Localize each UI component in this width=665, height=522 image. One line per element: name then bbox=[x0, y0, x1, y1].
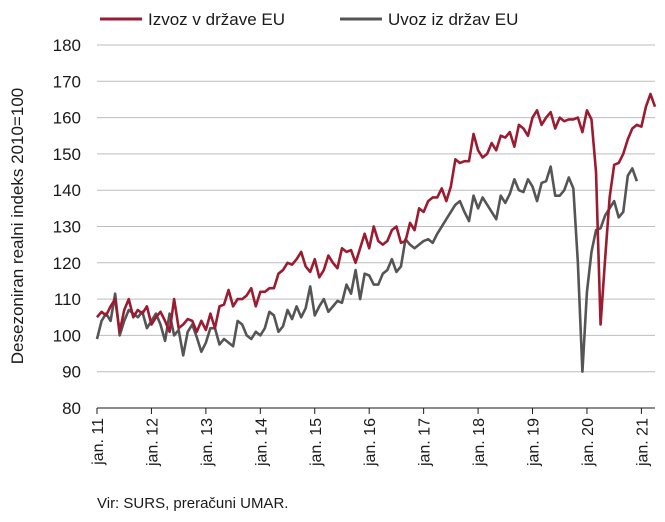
series-line bbox=[95, 165, 639, 373]
y-tick-label: 120 bbox=[53, 254, 81, 273]
y-tick-label: 130 bbox=[53, 218, 81, 237]
y-axis-label: Desezoniran realni indeks 2010=100 bbox=[8, 88, 27, 364]
x-tick-label: jan. 11 bbox=[90, 418, 107, 466]
y-tick-label: 160 bbox=[53, 109, 81, 128]
x-tick-label: jan. 17 bbox=[417, 418, 434, 467]
y-tick-label: 110 bbox=[54, 290, 81, 309]
y-axis-tick-labels: 80 90 100 110 120 130 140 150 160 170 180 bbox=[53, 36, 81, 418]
x-tick-label: jan. 13 bbox=[199, 418, 216, 467]
source-note: Vir: SURS, preračuni UMAR. bbox=[97, 495, 288, 512]
x-tick-label: jan. 12 bbox=[144, 418, 161, 467]
x-tick-label: jan. 21 bbox=[634, 418, 651, 467]
y-tick-label: 170 bbox=[53, 72, 81, 91]
y-tick-label: 180 bbox=[53, 36, 81, 55]
series-lines bbox=[95, 92, 657, 373]
gridlines bbox=[97, 44, 655, 373]
y-tick-label: 80 bbox=[62, 399, 81, 418]
y-tick-label: 90 bbox=[62, 363, 81, 382]
x-tick-label: jan. 19 bbox=[526, 418, 543, 467]
x-axis-ticks: jan. 11 jan. 12 jan. 13 jan. 14 jan. 15 jan. … bbox=[90, 408, 651, 467]
series-line bbox=[96, 92, 657, 334]
x-tick-label: jan. 18 bbox=[471, 418, 488, 467]
legend: Izvoz v države EU Uvoz iz držav EU bbox=[100, 10, 518, 29]
x-tick-label: jan. 15 bbox=[308, 418, 325, 467]
y-tick-label: 100 bbox=[53, 326, 81, 345]
legend-label: Izvoz v države EU bbox=[148, 10, 285, 29]
x-tick-label: jan. 14 bbox=[253, 418, 270, 467]
x-tick-label: jan. 20 bbox=[580, 418, 597, 467]
y-tick-label: 140 bbox=[53, 181, 81, 200]
y-tick-label: 150 bbox=[53, 145, 81, 164]
legend-label: Uvoz iz držav EU bbox=[388, 10, 518, 29]
x-tick-label: jan. 16 bbox=[362, 418, 379, 467]
